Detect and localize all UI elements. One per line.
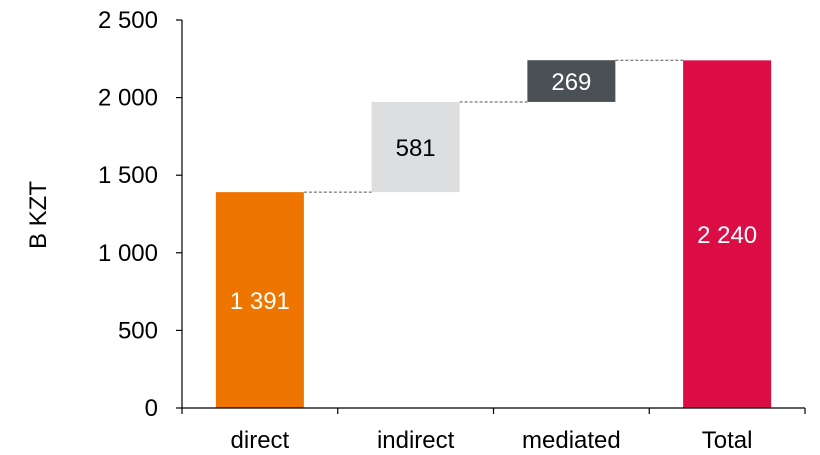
data-label-indirect: 581 bbox=[396, 135, 436, 162]
bar-data-labels: 1 391 581 269 2 240 bbox=[230, 69, 757, 315]
bar-direct bbox=[215, 192, 304, 408]
bar-indirect bbox=[371, 101, 460, 193]
y-tick-label: 1 500 bbox=[98, 162, 158, 189]
x-tick-label-indirect: indirect bbox=[377, 427, 455, 454]
x-tick-label-total: Total bbox=[702, 427, 753, 454]
bar-mediated bbox=[527, 60, 616, 102]
y-tick-label: 0 bbox=[145, 395, 158, 422]
data-label-direct: 1 391 bbox=[230, 288, 290, 315]
y-tick-label: 500 bbox=[118, 317, 158, 344]
y-tick-label: 2 000 bbox=[98, 85, 158, 112]
y-axis-title: B KZT bbox=[25, 181, 52, 249]
connector-lines bbox=[303, 59, 684, 193]
data-label-total: 2 240 bbox=[697, 222, 757, 249]
x-tick-label-direct: direct bbox=[231, 427, 290, 454]
y-tick-label: 1 000 bbox=[98, 240, 158, 267]
data-label-mediated: 269 bbox=[551, 69, 591, 96]
y-tick-label: 2 500 bbox=[98, 7, 158, 34]
y-axis: 0 500 1 000 1 500 2 000 2 500 bbox=[98, 7, 183, 422]
bar-total bbox=[683, 60, 772, 409]
x-axis: direct indirect mediated Total bbox=[181, 407, 806, 454]
x-tick-label-mediated: mediated bbox=[522, 427, 621, 454]
bars bbox=[215, 60, 772, 409]
